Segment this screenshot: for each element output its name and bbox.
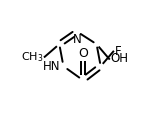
Text: F: F <box>115 45 121 58</box>
Text: O: O <box>78 47 88 60</box>
Text: OH: OH <box>111 52 128 65</box>
Text: CH$_3$: CH$_3$ <box>21 50 43 64</box>
Text: N: N <box>73 33 82 46</box>
Text: HN: HN <box>43 60 60 73</box>
